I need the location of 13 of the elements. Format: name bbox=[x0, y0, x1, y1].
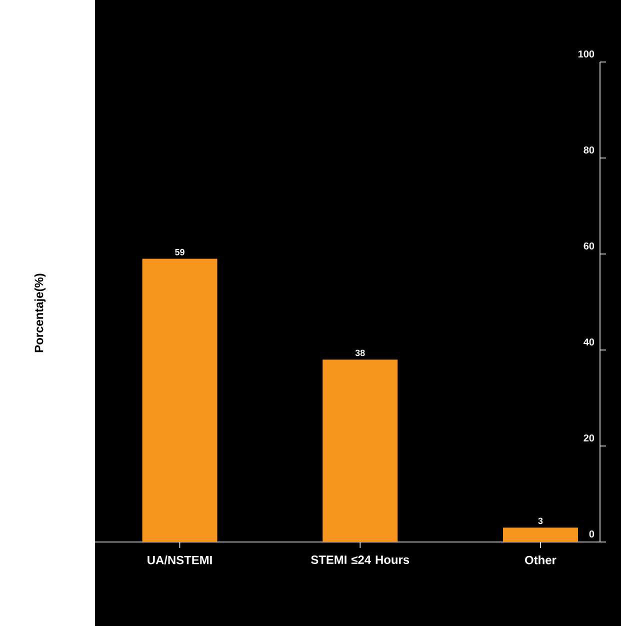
y-tick-label: 0 bbox=[589, 530, 594, 538]
y-tick-label: 60 bbox=[584, 242, 594, 250]
data-label: 59 bbox=[175, 248, 184, 256]
data-label: 38 bbox=[355, 350, 365, 356]
y-tick-label: 80 bbox=[584, 146, 594, 154]
y-axis-title: Porcentaje(%) bbox=[34, 274, 46, 352]
y-tick-label: 40 bbox=[584, 338, 594, 346]
x-tick-label: Other bbox=[525, 556, 556, 564]
x-tick-label: UA/NSTEMI bbox=[148, 556, 212, 564]
y-tick-label: 100 bbox=[578, 50, 594, 58]
y-tick-label: 20 bbox=[584, 434, 594, 442]
data-label: 3 bbox=[538, 518, 543, 524]
x-tick-label: STEMI ≤24 Hours bbox=[311, 556, 410, 564]
